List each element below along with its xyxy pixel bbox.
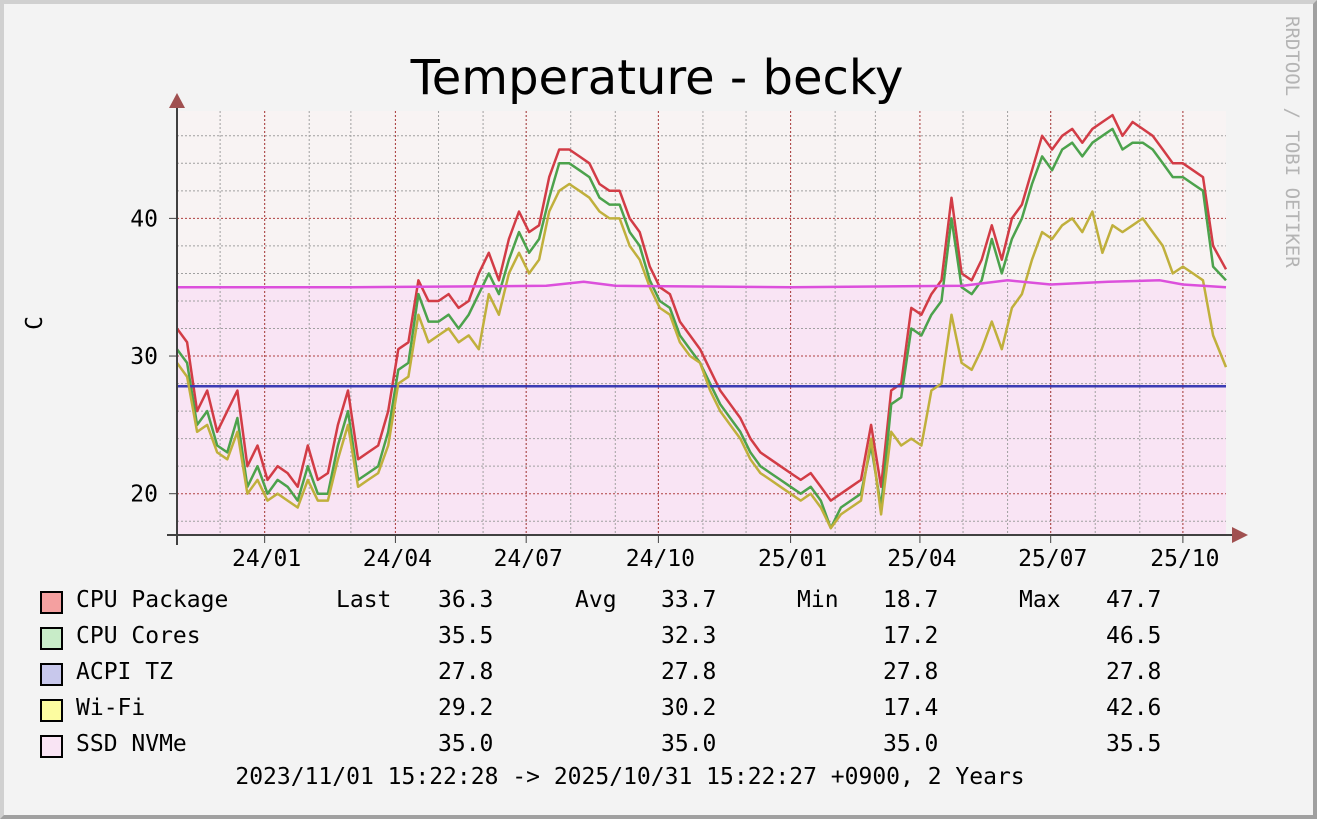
legend-min-value: 35.0 (883, 731, 939, 757)
x-tick-label: 24/01 (232, 546, 301, 572)
x-tick-label: 25/10 (1150, 546, 1219, 572)
legend-min-value: 17.4 (883, 695, 939, 721)
legend-avg-value: 27.8 (661, 659, 717, 685)
x-tick-label: 24/10 (626, 546, 695, 572)
legend-series-name: ACPI TZ (76, 659, 173, 685)
y-tick-label: 40 (130, 206, 158, 232)
legend-avg-value: 33.7 (661, 587, 717, 613)
x-tick-label: 24/07 (494, 546, 563, 572)
legend-last-value: 35.0 (438, 731, 494, 757)
x-axis-arrow (1232, 527, 1248, 543)
legend-header-avg: Avg (575, 587, 617, 613)
legend-header-min: Min (797, 587, 839, 613)
y-tick-label: 20 (130, 482, 158, 508)
legend-row: CPU Package 36.3 33.7 18.7 47.7 Last Avg Min Max (40, 583, 1240, 619)
legend-last-value: 35.5 (438, 623, 494, 649)
watermark: RRDTOOL / TOBI OETIKER (1281, 16, 1303, 268)
series-line-ssd-nvme (177, 279, 1227, 289)
legend-swatch (40, 627, 63, 650)
x-tick-label: 25/01 (758, 546, 827, 572)
legend-max-value: 35.5 (1106, 731, 1162, 757)
legend-avg-value: 32.3 (661, 623, 717, 649)
legend-series-name: Wi-Fi (76, 695, 146, 721)
y-axis-label: C (22, 316, 48, 330)
legend-header-max: Max (1019, 587, 1061, 613)
x-tick-label: 24/04 (363, 546, 432, 572)
legend-max-value: 27.8 (1106, 659, 1162, 685)
y-tick-label: 30 (130, 344, 158, 370)
legend-last-value: 36.3 (438, 587, 494, 613)
x-tick-label: 25/04 (887, 546, 956, 572)
legend-min-value: 18.7 (883, 587, 939, 613)
area-ssd-nvme (177, 280, 1226, 535)
x-tick-label: 25/07 (1018, 546, 1087, 572)
legend-series-name: SSD NVMe (76, 731, 187, 757)
legend-avg-value: 35.0 (661, 731, 717, 757)
series-line-wi-fi (175, 182, 1228, 530)
legend-row: ACPI TZ 27.8 27.8 27.8 27.8 (40, 655, 1240, 691)
legend-series-name: CPU Cores (76, 623, 201, 649)
legend-swatch (40, 699, 63, 722)
plot-area: 20 30 40 24/01 24/04 24/07 24/10 25/01 25/04 25/0… (130, 93, 1248, 572)
legend-swatch (40, 735, 63, 758)
chart-title: Temperature - becky (410, 50, 904, 106)
legend-max-value: 46.5 (1106, 623, 1162, 649)
y-axis-arrow (169, 93, 185, 108)
legend: CPU Package 36.3 33.7 18.7 47.7 Last Avg Min Max… (40, 583, 1240, 763)
time-range-footer: 2023/11/01 15:22:28 -> 2025/10/31 15:22:… (235, 764, 1025, 790)
legend-swatch (40, 591, 63, 614)
legend-row: Wi-Fi 29.2 30.2 17.4 42.6 (40, 691, 1240, 727)
legend-header-last: Last (336, 587, 392, 613)
legend-max-value: 42.6 (1106, 695, 1162, 721)
legend-min-value: 27.8 (883, 659, 939, 685)
legend-row: SSD NVMe 35.0 35.0 35.0 35.5 (40, 727, 1240, 763)
legend-series-name: CPU Package (76, 587, 229, 613)
legend-last-value: 29.2 (438, 695, 494, 721)
legend-avg-value: 30.2 (661, 695, 717, 721)
series-line-cpu-package (175, 113, 1228, 502)
legend-last-value: 27.8 (438, 659, 494, 685)
legend-row: CPU Cores 35.5 32.3 17.2 46.5 (40, 619, 1240, 655)
legend-min-value: 17.2 (883, 623, 939, 649)
legend-max-value: 47.7 (1106, 587, 1162, 613)
legend-swatch (40, 663, 63, 686)
